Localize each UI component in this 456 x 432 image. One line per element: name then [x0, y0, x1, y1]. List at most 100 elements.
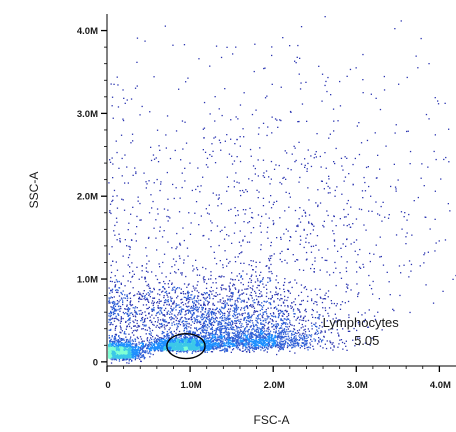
event-dot	[258, 289, 260, 291]
event-dot	[169, 345, 172, 347]
event-dot	[251, 314, 253, 316]
event-dot	[192, 344, 195, 346]
event-dot	[268, 344, 270, 346]
event-dot	[160, 338, 162, 340]
event-dot	[230, 328, 232, 330]
event-dot	[299, 336, 301, 339]
event-dot	[108, 353, 110, 355]
event-dot	[251, 335, 253, 337]
event-dot	[235, 320, 237, 323]
event-dot	[159, 339, 161, 341]
event-dot	[284, 343, 286, 345]
event-dot	[239, 343, 241, 345]
event-dot	[228, 295, 230, 298]
event-dot	[110, 310, 112, 313]
event-dot	[168, 337, 170, 340]
event-dot	[229, 310, 231, 313]
event-dot	[130, 281, 132, 283]
event-dot	[159, 282, 161, 284]
event-dot	[240, 330, 242, 332]
event-dot	[210, 338, 212, 341]
event-dot	[224, 321, 227, 324]
event-dot	[113, 350, 115, 352]
event-dot	[147, 346, 149, 348]
event-dot	[308, 346, 310, 348]
event-dot	[211, 351, 214, 353]
event-dot	[125, 344, 128, 346]
event-dot	[223, 325, 226, 327]
event-dot	[140, 345, 143, 347]
event-dot	[164, 341, 166, 343]
event-dot	[115, 333, 118, 336]
event-dot	[230, 305, 233, 307]
event-dot	[255, 271, 257, 273]
event-dot	[244, 343, 246, 346]
event-dot	[274, 342, 276, 344]
event-dot	[248, 341, 250, 343]
event-dot	[265, 338, 267, 340]
event-dot	[272, 339, 274, 342]
event-dot	[116, 346, 118, 348]
event-dot	[139, 356, 142, 358]
event-dot	[211, 311, 213, 313]
event-dot	[213, 321, 215, 323]
event-dot	[205, 319, 207, 321]
event-dot	[205, 342, 207, 344]
event-dot	[132, 340, 134, 342]
event-dot	[299, 347, 301, 349]
event-dot	[162, 345, 164, 347]
event-dot	[304, 309, 306, 312]
event-dot	[148, 348, 150, 350]
event-dot	[147, 307, 149, 310]
event-dot	[134, 347, 137, 349]
event-dot	[293, 343, 295, 345]
event-dot	[174, 339, 176, 341]
event-dot	[298, 342, 300, 344]
event-dot	[222, 327, 224, 330]
event-dot	[270, 339, 272, 341]
event-dot	[180, 335, 182, 337]
event-dot	[198, 350, 200, 352]
event-dot	[224, 322, 226, 325]
event-dot	[126, 295, 128, 297]
event-dot	[123, 345, 125, 347]
event-dot	[272, 344, 274, 346]
event-dot	[253, 307, 256, 309]
event-dot	[137, 356, 140, 358]
event-dot	[153, 340, 155, 342]
event-dot	[255, 336, 257, 339]
event-dot	[279, 288, 281, 290]
event-dot	[280, 318, 282, 320]
event-dot	[286, 299, 288, 302]
event-dot	[193, 297, 195, 299]
event-dot	[108, 302, 110, 304]
event-dot	[275, 346, 277, 348]
event-dot	[292, 340, 294, 342]
event-dot	[157, 345, 159, 347]
event-dot	[114, 341, 116, 343]
event-dot	[149, 344, 151, 346]
event-dot	[131, 346, 133, 348]
event-dot	[268, 335, 270, 337]
event-dot	[214, 318, 216, 320]
event-dot	[271, 272, 273, 275]
event-dot	[143, 345, 145, 347]
event-dot	[216, 334, 219, 336]
event-dot	[187, 341, 189, 343]
event-dot	[357, 311, 359, 313]
event-dot	[147, 299, 149, 301]
event-dot	[120, 307, 122, 310]
event-dot	[164, 346, 166, 348]
event-dot	[113, 355, 115, 357]
event-dot	[280, 335, 283, 337]
event-dot	[185, 296, 187, 299]
event-dot	[274, 307, 276, 309]
event-dot	[153, 317, 155, 319]
event-dot	[321, 321, 323, 324]
event-dot	[200, 293, 203, 295]
event-dot	[243, 340, 245, 342]
event-dot	[240, 307, 243, 309]
event-dot	[171, 349, 173, 352]
event-dot	[220, 323, 223, 325]
event-dot	[377, 311, 379, 313]
